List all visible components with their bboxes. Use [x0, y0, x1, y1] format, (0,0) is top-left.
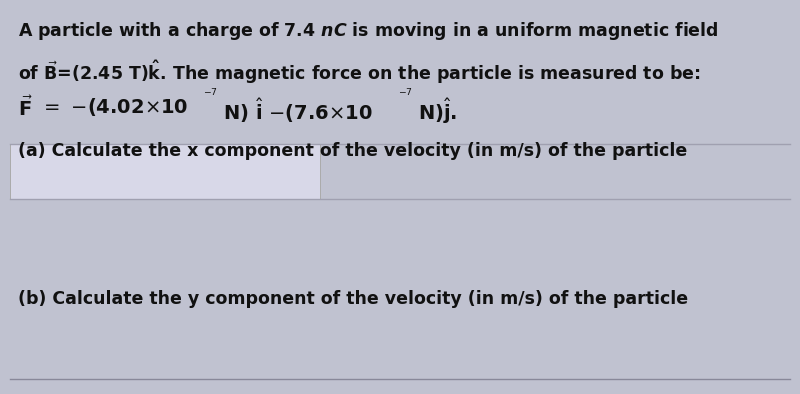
- Text: $\vec{\mathbf{F}}$: $\vec{\mathbf{F}}$: [18, 96, 33, 120]
- Text: N) $\hat{\mathbf{i}}$ $-$(7.6$\times$10: N) $\hat{\mathbf{i}}$ $-$(7.6$\times$10: [223, 96, 373, 125]
- Text: $^{-7}$: $^{-7}$: [398, 88, 413, 101]
- Text: $^{-7}$: $^{-7}$: [203, 88, 218, 101]
- Text: of $\vec{\mathbf{B}}$=(2.45 T)$\mathbf{\hat{k}}$. The magnetic force on the part: of $\vec{\mathbf{B}}$=(2.45 T)$\mathbf{\…: [18, 58, 701, 85]
- Text: (b) Calculate the y component of the velocity (in m/s) of the particle: (b) Calculate the y component of the vel…: [18, 290, 688, 308]
- Text: N)$\hat{\mathbf{j}}$.: N)$\hat{\mathbf{j}}$.: [418, 96, 458, 126]
- Bar: [10, 144, 320, 199]
- Text: A particle with a charge of 7.4 $\bfit{nC}$ is moving in a uniform magnetic fiel: A particle with a charge of 7.4 $\bfit{n…: [18, 20, 718, 42]
- Text: $=$ $-$(4.02$\times$10: $=$ $-$(4.02$\times$10: [40, 96, 189, 118]
- Text: (a) Calculate the x component of the velocity (in m/s) of the particle: (a) Calculate the x component of the vel…: [18, 142, 687, 160]
